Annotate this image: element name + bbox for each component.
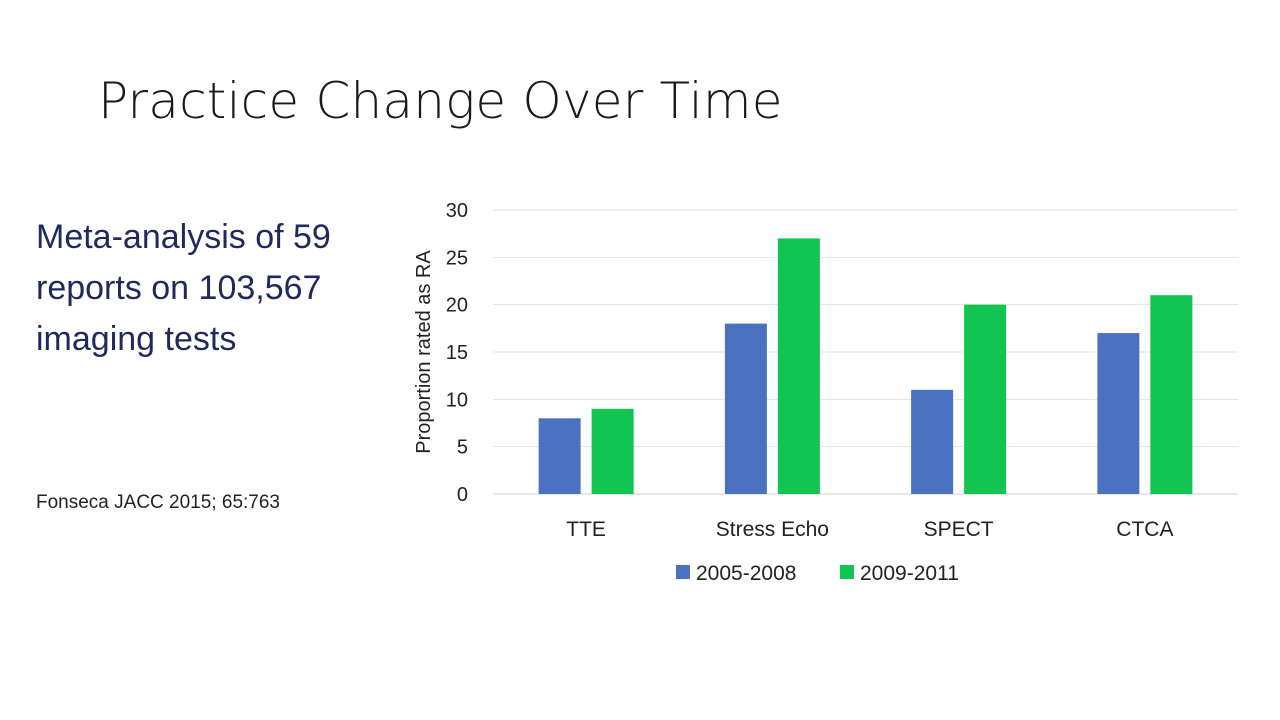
bar [1150,295,1193,494]
y-tick-label: 5 [457,437,468,459]
bar [591,408,634,494]
x-axis-categories: TTE Stress Echo SPECT CTCA [566,518,1173,541]
y-tick-label: 25 [446,247,468,269]
x-category-label: CTCA [1116,518,1173,541]
bar [777,238,820,494]
bar-chart: 0 5 10 15 20 25 30 TTE Stress Echo SPECT CTCA Pro… [413,200,1238,585]
summary-text: Meta-analysis of 59 reports on 103,567 i… [36,212,396,365]
bar [1097,333,1140,494]
y-tick-label: 30 [446,200,468,222]
legend-label: 2009-2011 [860,562,959,585]
bar [724,323,767,494]
summary-line: Meta-analysis of 59 [36,218,331,256]
y-tick-label: 20 [446,295,468,317]
bar [964,304,1007,494]
x-category-label: SPECT [924,518,994,541]
y-axis-label: Proportion rated as RA [413,250,435,454]
bars [538,238,1193,494]
x-category-label: TTE [566,518,606,541]
bar [911,389,954,494]
y-tick-label: 0 [457,484,468,506]
y-axis-ticks: 0 5 10 15 20 25 30 [446,200,468,506]
y-tick-label: 10 [446,389,468,411]
x-category-label: Stress Echo [716,518,829,541]
legend: 2005-2008 2009-2011 [676,562,959,585]
summary-line: reports on 103,567 [36,269,322,307]
legend-swatch [676,565,690,579]
citation: Fonseca JACC 2015; 65:763 [36,492,280,513]
slide-title: Practice Change Over Time [98,72,783,130]
legend-swatch [840,565,854,579]
bar [538,418,581,494]
summary-line: imaging tests [36,320,237,358]
legend-label: 2005-2008 [696,562,796,585]
y-tick-label: 15 [446,342,468,364]
